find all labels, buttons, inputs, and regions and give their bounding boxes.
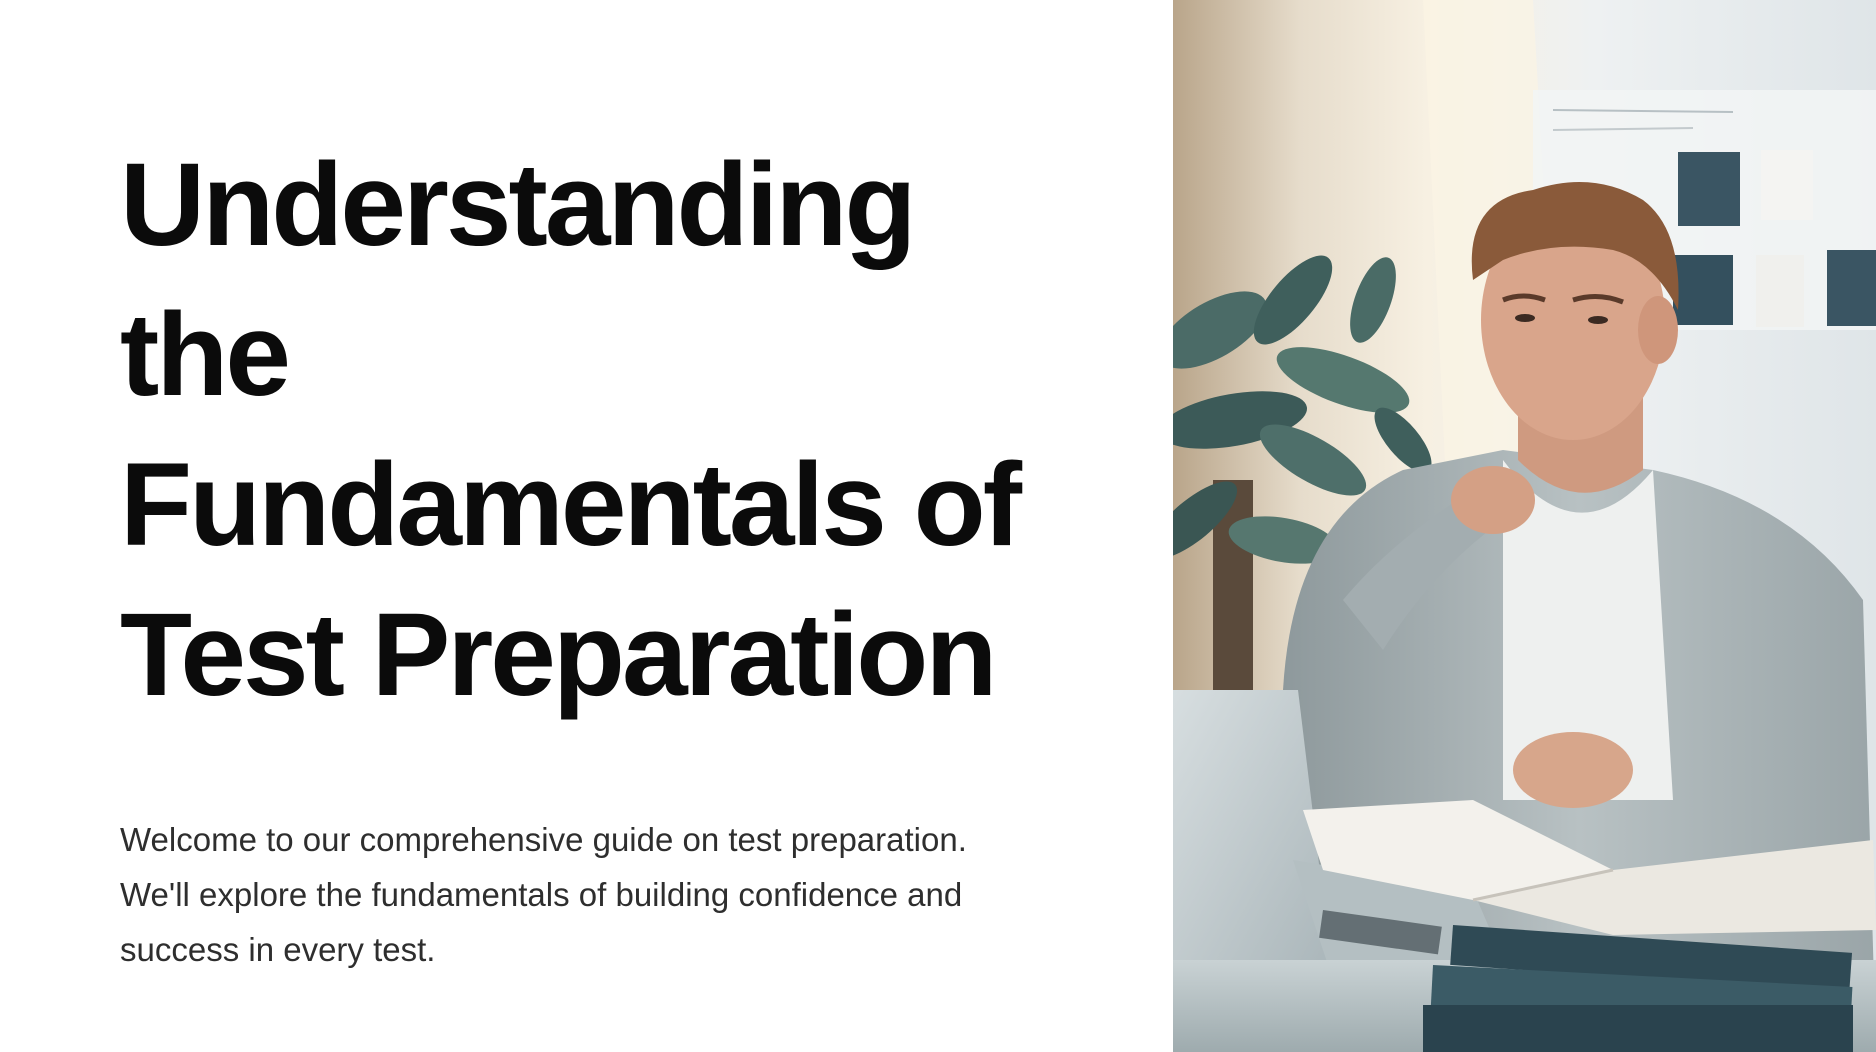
sticky-note bbox=[1827, 250, 1876, 326]
subtitle-line: success in every test. bbox=[120, 931, 436, 968]
slide-title: Understanding the Fundamentals of Test P… bbox=[120, 130, 1080, 730]
title-line: Test Preparation bbox=[120, 589, 997, 721]
plant bbox=[1173, 255, 1432, 690]
sticky-note bbox=[1678, 152, 1740, 226]
book-stack bbox=[1423, 925, 1853, 1052]
subtitle-line: Welcome to our comprehensive guide on te… bbox=[120, 821, 967, 858]
writing-hand bbox=[1513, 732, 1633, 808]
tshirt bbox=[1503, 460, 1673, 800]
text-panel: Understanding the Fundamentals of Test P… bbox=[120, 130, 1080, 977]
subtitle-line: We'll explore the fundamentals of buildi… bbox=[120, 876, 963, 913]
face bbox=[1481, 200, 1665, 440]
hair bbox=[1471, 182, 1679, 310]
hand bbox=[1451, 466, 1535, 534]
left-arm bbox=[1343, 490, 1503, 650]
slide-subtitle: Welcome to our comprehensive guide on te… bbox=[120, 812, 1080, 977]
brow bbox=[1502, 293, 1546, 303]
ear bbox=[1638, 296, 1678, 364]
hero-photo bbox=[1173, 0, 1876, 1052]
eye bbox=[1515, 314, 1535, 322]
student-studying-illustration bbox=[1173, 0, 1876, 1052]
sticky-note bbox=[1761, 150, 1813, 220]
brow bbox=[1572, 294, 1624, 305]
title-line: the bbox=[120, 289, 291, 421]
open-book bbox=[1303, 800, 1876, 935]
sticky-note bbox=[1756, 255, 1804, 327]
sticky-note bbox=[1673, 255, 1733, 325]
title-line: Understanding bbox=[120, 139, 917, 271]
eye bbox=[1588, 316, 1608, 324]
title-line: Fundamentals of bbox=[120, 439, 1022, 571]
